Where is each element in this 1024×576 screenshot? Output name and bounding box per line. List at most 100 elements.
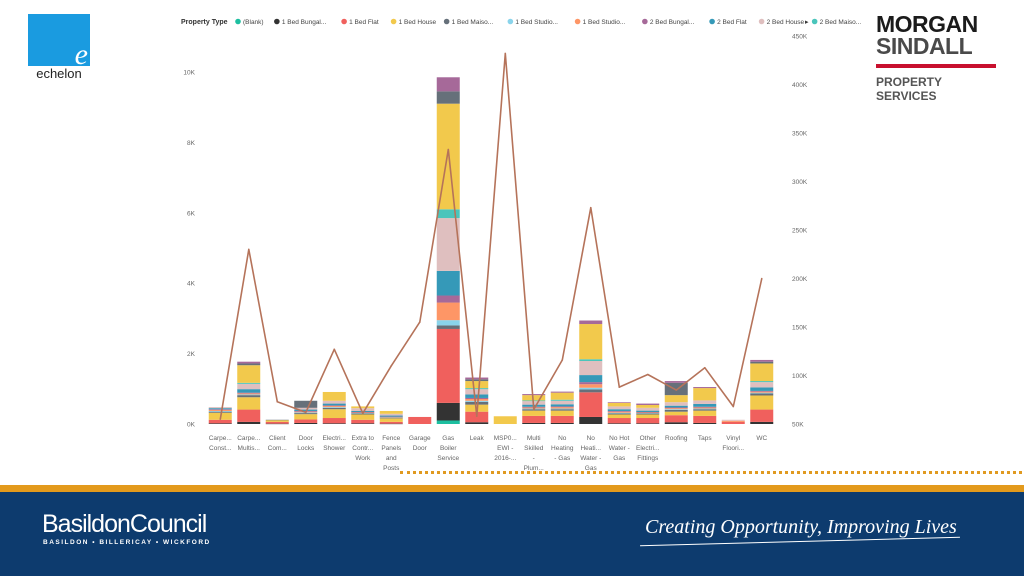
bar-segment[interactable] [664, 409, 688, 412]
bar-segment[interactable] [237, 395, 261, 398]
bar-segment[interactable] [294, 407, 318, 410]
bar-segment[interactable] [436, 295, 460, 303]
legend-item[interactable]: 1 Bed Bungal... [282, 19, 327, 26]
bar-segment[interactable] [465, 394, 489, 398]
bar-segment[interactable] [465, 422, 489, 424]
bar-segment[interactable] [522, 410, 546, 416]
bar-segment[interactable] [465, 379, 489, 382]
bar-segment[interactable] [579, 416, 603, 424]
bar-segment[interactable] [436, 91, 460, 104]
bar-segment[interactable] [750, 359, 774, 362]
bar-segment[interactable] [351, 414, 375, 420]
bar-segment[interactable] [550, 410, 574, 416]
legend-item[interactable]: 2 Bed House [767, 19, 805, 26]
bar-segment[interactable] [208, 409, 232, 410]
bar-segment[interactable] [436, 320, 460, 326]
bar-segment[interactable] [436, 218, 460, 271]
legend-item[interactable]: 2 Bed Bungal... [650, 19, 695, 26]
bar-segment[interactable] [607, 412, 631, 414]
bar-segment[interactable] [636, 414, 660, 419]
bar-segment[interactable] [579, 324, 603, 360]
bar-segment[interactable] [208, 407, 232, 409]
chart-legend[interactable]: Property Type (Blank) 1 Bed Bungal... 1 Bed… [181, 18, 861, 26]
bar-segment[interactable] [237, 393, 261, 395]
chart-bars[interactable] [208, 77, 774, 425]
bar-segment[interactable] [237, 409, 261, 422]
bar-segment[interactable] [294, 409, 318, 411]
bar-segment[interactable] [693, 406, 717, 408]
bar-segment[interactable] [607, 409, 631, 411]
bar-segment[interactable] [607, 423, 631, 424]
bar-segment[interactable] [750, 361, 774, 364]
bar-segment[interactable] [265, 420, 289, 422]
bar-segment[interactable] [522, 415, 546, 423]
bar-segment[interactable] [265, 421, 289, 424]
legend-item[interactable]: (Blank) [243, 19, 264, 26]
bar-segment[interactable] [322, 409, 346, 419]
bar-segment[interactable] [579, 387, 603, 390]
bar-segment[interactable] [750, 395, 774, 410]
bar-segment[interactable] [750, 421, 774, 424]
bar-segment[interactable] [750, 381, 774, 383]
bar-segment[interactable] [465, 400, 489, 402]
bar-segment[interactable] [379, 421, 403, 424]
bar-segment[interactable] [436, 270, 460, 296]
bar-segment[interactable] [693, 387, 717, 389]
bar-segment[interactable] [664, 415, 688, 423]
bar-segment[interactable] [379, 410, 403, 414]
bar-segment[interactable] [351, 419, 375, 424]
bar-segment[interactable] [636, 403, 660, 405]
bar-segment[interactable] [208, 410, 232, 412]
bar-segment[interactable] [607, 402, 631, 407]
bar-segment[interactable] [465, 397, 489, 400]
bar-segment[interactable] [607, 410, 631, 412]
bar-segment[interactable] [550, 391, 574, 393]
bar-segment[interactable] [208, 408, 232, 410]
bar-segment[interactable] [721, 421, 745, 424]
line-series[interactable] [219, 52, 763, 420]
bar-segment[interactable] [294, 422, 318, 424]
bar-segment[interactable] [379, 415, 403, 417]
chart-line[interactable] [219, 52, 763, 420]
bar-segment[interactable] [237, 397, 261, 410]
bar-segment[interactable] [408, 416, 432, 424]
bar-segment[interactable] [351, 408, 375, 411]
bar-segment[interactable] [750, 409, 774, 422]
bar-segment[interactable] [693, 422, 717, 424]
bar-segment[interactable] [579, 359, 603, 361]
bar-segment[interactable] [579, 382, 603, 385]
bar-segment[interactable] [322, 423, 346, 424]
legend-more-arrow-icon[interactable]: ▸ [805, 19, 809, 26]
bar-segment[interactable] [664, 381, 688, 383]
bar-segment[interactable] [550, 406, 574, 408]
bar-segment[interactable] [750, 387, 774, 391]
bar-segment[interactable] [636, 410, 660, 413]
bar-segment[interactable] [379, 423, 403, 425]
legend-item[interactable]: 1 Bed Flat [349, 19, 379, 26]
bar-segment[interactable] [579, 384, 603, 388]
bar-segment[interactable] [265, 419, 289, 421]
bar-segment[interactable] [322, 400, 346, 404]
bar-segment[interactable] [550, 415, 574, 423]
bar-segment[interactable] [294, 414, 318, 420]
bar-segment[interactable] [550, 400, 574, 405]
bar-segment[interactable] [379, 413, 403, 416]
bar-segment[interactable] [208, 419, 232, 424]
bar-segment[interactable] [693, 415, 717, 423]
bar-segment[interactable] [436, 402, 460, 421]
bar-segment[interactable] [294, 419, 318, 423]
legend-item[interactable]: 1 Bed Maiso... [452, 19, 494, 26]
bar-segment[interactable] [322, 418, 346, 424]
bar-segment[interactable] [465, 388, 489, 390]
bar-segment[interactable] [237, 389, 261, 393]
bar-segment[interactable] [379, 416, 403, 418]
bar-segment[interactable] [664, 407, 688, 409]
bar-segment[interactable] [664, 409, 688, 410]
bar-segment[interactable] [750, 382, 774, 388]
bar-segment[interactable] [664, 411, 688, 416]
bar-segment[interactable] [664, 422, 688, 424]
bar-segment[interactable] [379, 416, 403, 418]
bar-segment[interactable] [607, 418, 631, 424]
bar-segment[interactable] [750, 392, 774, 394]
bar-segment[interactable] [693, 400, 717, 404]
